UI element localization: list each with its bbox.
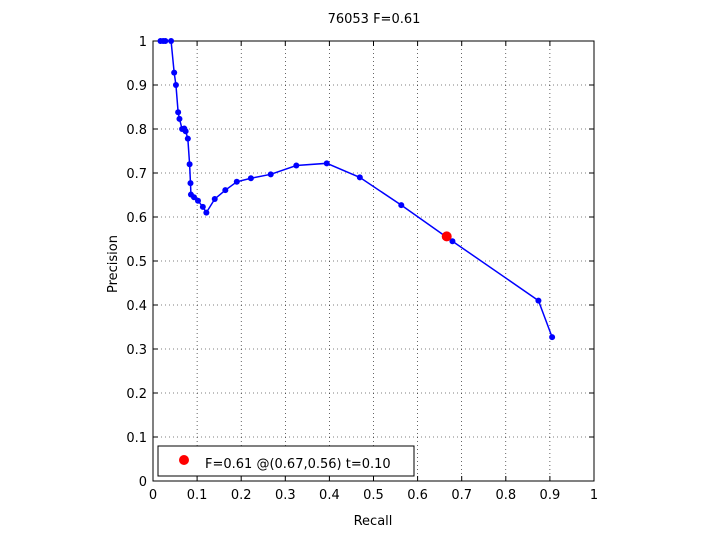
y-tick-label: 1 xyxy=(139,35,147,50)
data-point xyxy=(323,160,330,167)
chart-title: 76053 F=0.61 xyxy=(328,12,421,27)
data-point xyxy=(199,203,206,210)
data-point xyxy=(535,297,542,304)
x-tick-label: 1 xyxy=(590,488,598,503)
data-point xyxy=(175,109,182,116)
x-tick-label: 0 xyxy=(149,488,157,503)
data-point xyxy=(233,178,240,185)
x-tick-label: 0.7 xyxy=(451,488,472,503)
y-tick-label: 0 xyxy=(139,475,147,490)
y-axis-label: Precision xyxy=(106,235,121,293)
legend-box xyxy=(157,445,415,477)
x-tick-label: 0.6 xyxy=(407,488,428,503)
y-tick-label: 0.3 xyxy=(126,343,147,358)
series xyxy=(157,38,556,341)
y-tick-label: 0.5 xyxy=(126,255,147,270)
data-point xyxy=(398,202,405,209)
data-point xyxy=(157,38,164,44)
x-axis-label: Recall xyxy=(354,514,393,529)
y-tick-label: 0.8 xyxy=(126,123,147,138)
legend-marker xyxy=(179,455,189,465)
x-tick-label: 0.8 xyxy=(495,488,516,503)
best-point-layer xyxy=(441,231,452,242)
legend: F=0.61 @(0.67,0.56) t=0.10 xyxy=(157,445,415,477)
x-tick-label: 0.5 xyxy=(363,488,384,503)
x-tick-label: 0.3 xyxy=(275,488,296,503)
data-point xyxy=(179,126,186,132)
y-tick-label: 0.7 xyxy=(126,167,147,182)
y-tick-label: 0.6 xyxy=(126,211,147,226)
x-tick-label: 0.4 xyxy=(319,488,340,503)
data-point xyxy=(168,38,175,44)
legend-label: F=0.61 @(0.67,0.56) t=0.10 xyxy=(205,457,391,472)
data-point xyxy=(187,180,194,187)
data-point xyxy=(222,187,229,194)
x-tick-label: 0.9 xyxy=(540,488,561,503)
x-tick-label: 0.1 xyxy=(187,488,208,503)
data-point xyxy=(449,238,456,245)
data-point xyxy=(171,69,178,76)
y-tick-label: 0.2 xyxy=(126,387,147,402)
y-tick-label: 0.9 xyxy=(126,79,147,94)
data-point xyxy=(194,197,201,204)
best-f-point xyxy=(441,231,452,242)
data-point xyxy=(247,175,254,182)
data-point xyxy=(186,161,193,168)
axis-ticks: 0 0.1 0.2 0.3 0.4 0.5 0.6 0.7 0.8 0.9 1 0 0.1 0.2 0.3 0… xyxy=(126,35,598,503)
data-point xyxy=(293,162,300,169)
data-point xyxy=(172,82,179,88)
data-point xyxy=(176,115,183,122)
data-point xyxy=(356,174,363,181)
y-tick-label: 0.4 xyxy=(126,299,147,314)
data-point xyxy=(549,334,556,341)
x-tick-label: 0.2 xyxy=(231,488,252,503)
data-point xyxy=(187,191,194,198)
y-tick-label: 0.1 xyxy=(126,431,147,446)
data-point xyxy=(203,209,210,216)
data-point xyxy=(267,171,274,178)
data-point xyxy=(184,135,191,142)
grid xyxy=(153,41,594,481)
data-point xyxy=(211,195,218,202)
